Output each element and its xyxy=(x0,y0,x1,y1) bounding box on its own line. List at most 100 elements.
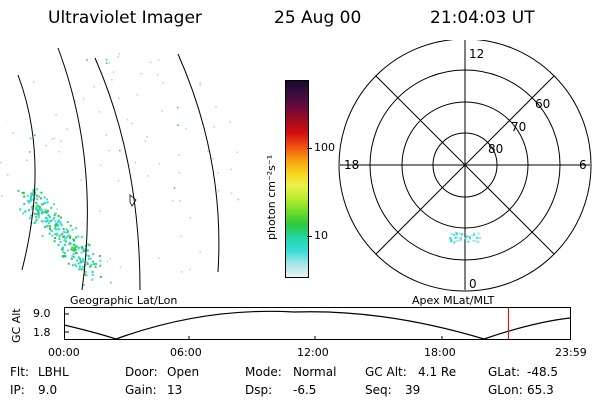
aurora-pixel xyxy=(40,191,43,194)
polar-aurora-pixel xyxy=(474,239,477,242)
noise-pixel xyxy=(134,161,137,164)
noise-pixel xyxy=(189,216,192,219)
ip-value: 9.0 xyxy=(38,383,58,397)
aurora-pixel xyxy=(85,254,88,257)
aurora-pixel xyxy=(92,263,95,266)
gain-value: 13 xyxy=(167,383,183,397)
aurora-pixel xyxy=(26,199,29,202)
aurora-pixel xyxy=(31,192,34,195)
noise-pixel xyxy=(64,231,67,234)
colorbar-tick-10: 10 xyxy=(314,229,328,242)
aurora-pixel xyxy=(86,263,89,266)
noise-pixel xyxy=(1,129,4,132)
lat-label-80: 80 xyxy=(488,142,503,156)
noise-pixel xyxy=(32,81,35,83)
aurora-pixel xyxy=(19,208,22,211)
aurora-pixel xyxy=(54,237,57,239)
time-label: 21:04:03 UT xyxy=(430,8,535,28)
noise-pixel xyxy=(86,59,88,61)
aurora-pixel xyxy=(70,248,73,251)
aurora-pixel xyxy=(60,224,63,227)
aurora-pixel xyxy=(84,270,87,273)
aurora-pixel xyxy=(66,235,69,238)
polar-aurora-pixel xyxy=(477,232,480,235)
gain-label: Gain: xyxy=(125,383,157,397)
aurora-pixel xyxy=(72,256,75,259)
aurora-pixel xyxy=(82,258,85,261)
aurora-pixel xyxy=(61,248,63,251)
mlt-label-top: 12 xyxy=(469,47,484,61)
noise-pixel xyxy=(236,151,239,153)
polar-circle-50 xyxy=(338,40,592,292)
spacecraft-marker xyxy=(129,194,137,207)
noise-pixel xyxy=(98,210,101,212)
aurora-pixel xyxy=(85,274,88,277)
noise-pixel xyxy=(105,58,108,61)
noise-pixel xyxy=(108,62,110,65)
aurora-pixel xyxy=(33,212,36,215)
noise-pixel xyxy=(58,150,61,153)
noise-pixel xyxy=(199,84,201,87)
aurora-pixel xyxy=(59,241,62,243)
noise-pixel xyxy=(18,259,21,262)
aurora-pixel xyxy=(62,228,65,230)
polar-diagonal-2 xyxy=(375,75,555,255)
aurora-pixel xyxy=(74,263,77,266)
aurora-pixel xyxy=(45,212,48,215)
aurora-pixel xyxy=(49,220,52,223)
aurora-pixel xyxy=(22,192,25,194)
noise-pixel xyxy=(212,277,215,279)
aurora-pixel xyxy=(72,249,75,251)
aurora-pixel xyxy=(77,235,80,238)
aurora-pixel xyxy=(44,208,47,211)
noise-pixel xyxy=(12,274,14,277)
lat-label-70: 70 xyxy=(511,120,526,134)
altitude-ytick-bottom: 1.8 xyxy=(33,326,51,339)
noise-pixel xyxy=(172,199,174,202)
polar-aurora-pixel xyxy=(458,232,461,235)
aurora-pixel xyxy=(99,259,102,262)
aurora-pixel xyxy=(84,247,87,250)
aurora-pixel xyxy=(81,248,84,250)
noise-pixel xyxy=(149,61,152,64)
noise-pixel xyxy=(229,121,231,123)
aurora-pixel xyxy=(57,224,60,227)
altitude-plot-frame xyxy=(64,307,571,340)
aurora-pixel xyxy=(37,212,40,215)
aurora-pixel xyxy=(64,255,67,258)
aurora-pixel xyxy=(87,243,90,246)
aurora-pixel xyxy=(59,221,62,224)
noise-pixel xyxy=(111,79,113,81)
noise-pixel xyxy=(29,137,32,140)
aurora-pixel xyxy=(35,218,38,221)
seq-label: Seq: xyxy=(365,383,392,397)
aurora-pixel xyxy=(37,205,40,208)
noise-pixel xyxy=(176,106,179,109)
mlt-label-bottom: 0 xyxy=(469,277,477,291)
aurora-pixel xyxy=(64,237,67,240)
aurora-pixel xyxy=(92,253,95,256)
noise-pixel xyxy=(158,257,161,259)
polar-aurora-pixel xyxy=(471,234,474,237)
aurora-pixel xyxy=(90,263,93,266)
aurora-pixel xyxy=(71,246,74,249)
altitude-xtick-3: 18:00 xyxy=(424,346,456,359)
aurora-pixel xyxy=(41,220,44,223)
aurora-pixel xyxy=(24,210,27,212)
noise-pixel xyxy=(56,208,58,210)
altitude-axis-label: GC Alt xyxy=(10,308,23,343)
noise-pixel xyxy=(93,86,95,88)
aurora-pixel xyxy=(74,244,76,247)
noise-pixel xyxy=(38,270,40,272)
aurora-pixel xyxy=(63,235,65,238)
aurora-pixel xyxy=(71,255,74,258)
aurora-pixel xyxy=(27,201,30,204)
aurora-pixel xyxy=(58,234,61,237)
altitude-xtick-0: 00:00 xyxy=(48,346,80,359)
noise-pixel xyxy=(146,136,148,138)
aurora-pixel xyxy=(33,222,36,224)
aurora-pixel xyxy=(61,246,64,249)
aurora-pixel xyxy=(44,225,47,228)
noise-pixel xyxy=(144,140,147,142)
aurora-pixel xyxy=(49,227,51,230)
